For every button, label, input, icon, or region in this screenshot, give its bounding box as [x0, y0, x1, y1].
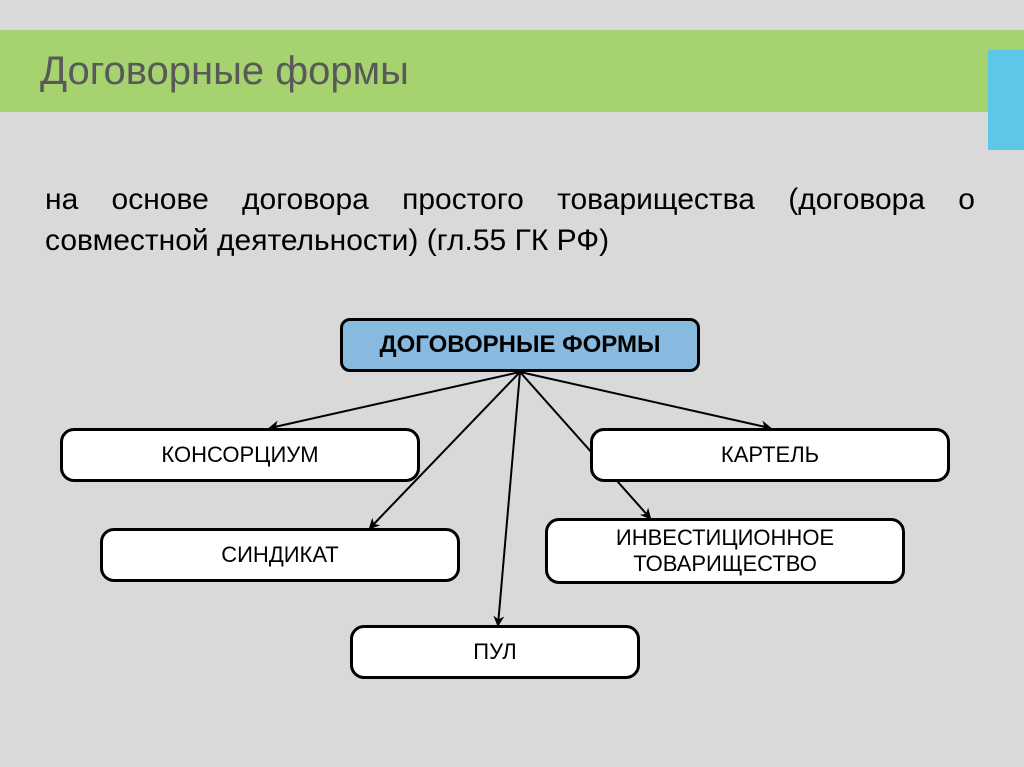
child-node-cartel: КАРТЕЛЬ	[590, 428, 950, 482]
child-node-syndicate: СИНДИКАТ	[100, 528, 460, 582]
body-text: на основе договора простого товарищества…	[45, 180, 975, 261]
slide-title: Договорные формы	[40, 49, 409, 94]
arrow	[498, 372, 520, 625]
child-node-pool: ПУЛ	[350, 625, 640, 679]
slide: Договорные формы на основе договора прос…	[0, 0, 1024, 767]
root-node: ДОГОВОРНЫЕ ФОРМЫ	[340, 318, 700, 372]
title-band: Договорные формы	[0, 30, 1024, 112]
arrow	[520, 372, 770, 428]
child-node-consortium: КОНСОРЦИУМ	[60, 428, 420, 482]
child-node-investment: ИНВЕСТИЦИОННОЕ ТОВАРИЩЕСТВО	[545, 518, 905, 584]
arrow	[270, 372, 520, 428]
accent-square	[988, 50, 1024, 150]
